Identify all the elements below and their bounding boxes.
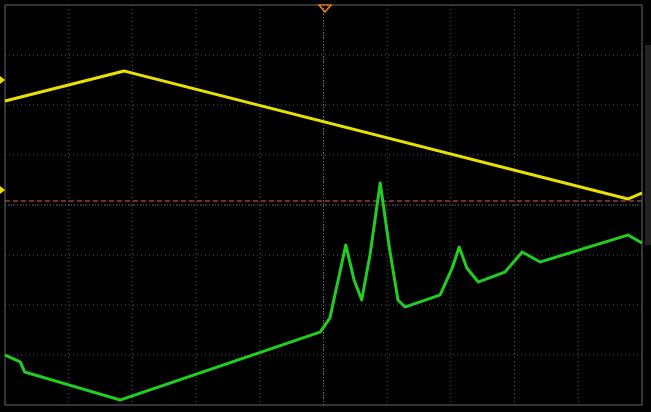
side-strip: [645, 45, 651, 245]
channel-1-trigger-marker: [0, 186, 5, 194]
trace: [4, 69, 643, 201]
channel-1-marker: [0, 76, 5, 84]
trace: [4, 181, 643, 402]
